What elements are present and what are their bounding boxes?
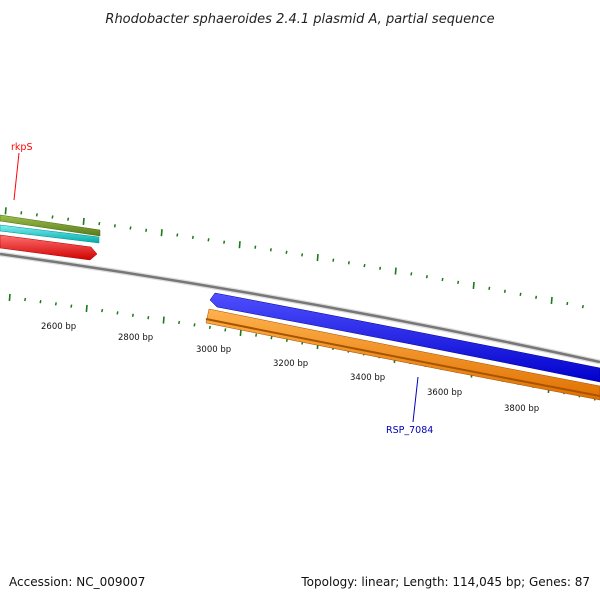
inner-minor-tick	[70, 304, 73, 308]
outer-minor-tick	[581, 304, 584, 309]
tick-label-2600: 2600 bp	[41, 322, 76, 332]
outer-minor-tick	[301, 253, 304, 257]
inner-minor-tick	[116, 311, 119, 315]
feature-RSP_7084-arrow[interactable]	[209, 292, 600, 383]
outer-minor-tick	[51, 215, 54, 219]
outer-minor-tick	[332, 258, 335, 262]
tick-label-3400: 3400 bp	[350, 373, 385, 383]
feature-orange-edge	[205, 318, 600, 397]
inner-major-tick	[85, 304, 88, 312]
outer-minor-tick	[488, 286, 491, 290]
outer-major-tick	[472, 281, 475, 289]
outer-minor-tick	[113, 224, 116, 228]
tick-label-3200: 3200 bp	[273, 359, 308, 369]
inner-major-tick	[162, 316, 165, 324]
gene-label-rkpS[interactable]: rkpS	[11, 142, 32, 153]
outer-minor-tick	[191, 235, 194, 240]
outer-minor-tick	[20, 211, 23, 215]
outer-minor-tick	[535, 295, 538, 299]
outer-minor-tick	[363, 263, 366, 268]
outer-minor-tick	[425, 275, 428, 279]
genome-summary-text: Topology: linear; Length: 114,045 bp; Ge…	[300, 575, 590, 589]
RSP_7084-label-leader	[412, 376, 419, 423]
sequence-backbone-line	[0, 252, 600, 364]
tick-label-2800: 2800 bp	[118, 333, 153, 343]
inner-minor-tick	[24, 297, 27, 302]
tick-label-3600: 3600 bp	[427, 388, 462, 398]
gene-label-RSP_7084[interactable]: RSP_7084	[386, 425, 433, 436]
inner-minor-tick	[147, 316, 150, 320]
outer-minor-tick	[457, 280, 460, 285]
outer-minor-tick	[129, 226, 132, 230]
outer-minor-tick	[347, 261, 350, 265]
outer-minor-tick	[285, 250, 288, 254]
outer-minor-tick	[67, 217, 70, 221]
outer-tick-ring	[4, 207, 584, 309]
outer-major-tick	[4, 207, 7, 215]
accession-text: Accession: NC_009007	[9, 575, 145, 589]
outer-major-tick	[160, 229, 163, 237]
outer-minor-tick	[503, 289, 506, 293]
outer-minor-tick	[207, 238, 210, 242]
sequence-backbone	[0, 251, 600, 365]
inner-minor-tick	[178, 320, 181, 325]
outer-minor-tick	[35, 213, 38, 217]
inner-minor-tick	[101, 308, 104, 313]
outer-minor-tick	[269, 248, 272, 252]
outer-minor-tick	[145, 228, 148, 232]
inner-minor-tick	[255, 333, 258, 337]
tick-label-3000: 3000 bp	[196, 345, 231, 355]
outer-minor-tick	[441, 277, 444, 282]
rkpS-label-leader	[13, 152, 20, 201]
feature-olive[interactable]	[0, 214, 101, 237]
feature-cyan[interactable]	[0, 224, 100, 244]
outer-minor-tick	[519, 292, 522, 296]
inner-major-tick	[8, 293, 11, 301]
inner-minor-tick	[39, 300, 42, 304]
feature-rkpS-arrow[interactable]	[0, 234, 98, 261]
tick-label-3800: 3800 bp	[504, 404, 539, 414]
inner-minor-tick	[54, 302, 57, 306]
inner-minor-tick	[224, 328, 227, 332]
outer-minor-tick	[223, 240, 226, 244]
inner-minor-tick	[208, 325, 211, 330]
outer-minor-tick	[379, 266, 382, 270]
outer-major-tick	[316, 253, 319, 262]
outer-minor-tick	[176, 233, 179, 237]
inner-minor-tick	[270, 336, 273, 340]
outer-minor-tick	[566, 301, 569, 306]
outer-major-tick	[82, 217, 85, 225]
outer-minor-tick	[410, 272, 413, 276]
map-title: Rhodobacter sphaeroides 2.4.1 plasmid A,…	[105, 12, 494, 27]
outer-major-tick	[238, 241, 241, 249]
outer-major-tick	[394, 267, 397, 275]
inner-minor-tick	[193, 323, 196, 327]
outer-minor-tick	[254, 245, 257, 249]
outer-major-tick	[550, 296, 553, 304]
inner-minor-tick	[131, 313, 134, 317]
outer-minor-tick	[98, 221, 101, 226]
